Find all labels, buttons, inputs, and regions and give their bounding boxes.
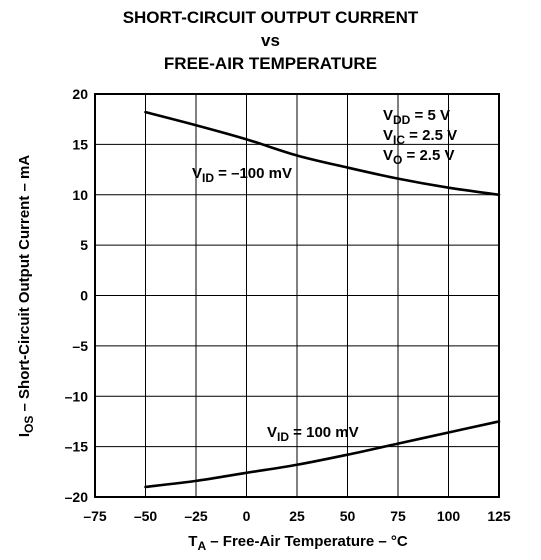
title-line-2: vs	[261, 31, 280, 50]
grid-layer	[94, 93, 500, 498]
x-tick-label: 100	[437, 508, 461, 524]
y-tick-label: 0	[80, 288, 88, 304]
vo-label: VO = 2.5 V	[383, 147, 454, 167]
chart-title: SHORT-CIRCUIT OUTPUT CURRENT vs FREE-AIR…	[0, 6, 541, 75]
y-tick-label: –20	[65, 489, 89, 505]
vic-label: VIC = 2.5 V	[383, 127, 457, 147]
x-tick-label: –50	[134, 508, 158, 524]
y-tick-label: –15	[65, 439, 89, 455]
vid-neg-label: VID = –100 mV	[192, 165, 292, 185]
y-tick-label: –5	[72, 338, 88, 354]
title-line-1: SHORT-CIRCUIT OUTPUT CURRENT	[122, 8, 419, 27]
series-line-1	[144, 110, 501, 197]
x-tick-label: 0	[243, 508, 251, 524]
y-tick-label: 10	[72, 187, 88, 203]
x-tick-label: –75	[83, 508, 107, 524]
y-tick-label: 20	[72, 86, 88, 102]
tick-labels: –75 –50 –25 0 25 50 75 100 12520151050–5–10–15–2…	[65, 86, 511, 524]
x-axis-label: TA – Free-Air Temperature – °C	[188, 533, 408, 553]
x-tick-label: 75	[390, 508, 406, 524]
vdd-label: VDD = 5 V	[383, 107, 450, 127]
y-tick-label: –10	[65, 388, 89, 404]
plot-frame	[94, 93, 500, 498]
y-tick-label: 5	[80, 237, 88, 253]
x-tick-label: –25	[184, 508, 208, 524]
y-tick-label: 15	[72, 136, 88, 152]
y-axis-label: IOS – Short-Circuit Output Current – mA	[16, 155, 36, 438]
x-tick-label: 125	[487, 508, 511, 524]
title-line-3: FREE-AIR TEMPERATURE	[163, 54, 378, 73]
x-tick-label: 50	[340, 508, 356, 524]
x-tick-label: 25	[289, 508, 305, 524]
series-layer	[144, 110, 501, 489]
series-line-2	[144, 420, 501, 489]
vid-pos-label: VID = 100 mV	[267, 424, 359, 444]
